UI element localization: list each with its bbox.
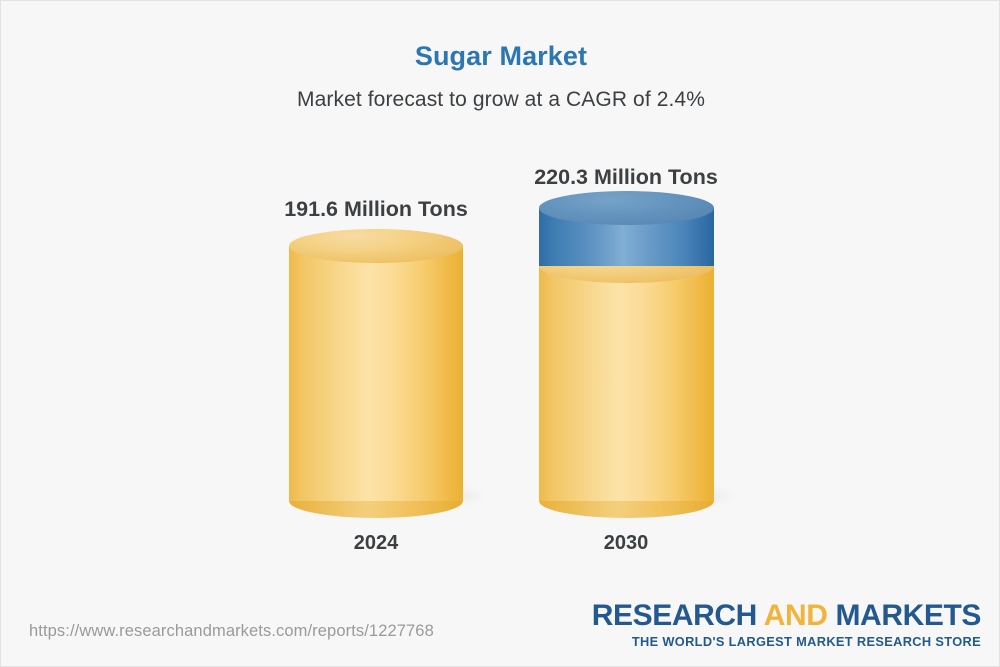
category-label-2030: 2030 [603,532,649,554]
brand-logo[interactable]: RESEARCH AND MARKETS THE WORLD'S LARGEST… [591,599,982,649]
page-title: Sugar Market [414,41,588,71]
cylinder-top-ellipse [289,229,463,263]
source-url[interactable]: https://www.researchandmarkets.com/repor… [29,622,434,640]
value-label-2024: 191.6 Million Tons [284,197,468,221]
cylinder-body [289,246,463,501]
bar-2024[interactable] [289,229,483,518]
logo-word-research: RESEARCH [591,599,764,632]
category-label-2024: 2024 [353,532,399,554]
chart-subtitle: Market forecast to grow at a CAGR of 2.4… [297,88,705,111]
cylinder-top-ellipse [539,191,714,225]
cylinder-body [539,266,714,501]
bar-segment-growth-2030 [539,191,714,266]
logo-tagline: THE WORLD'S LARGEST MARKET RESEARCH STOR… [631,634,981,649]
bar-segment-base-2024 [289,229,463,518]
logo-word-and: AND [763,599,836,632]
bar-segment-base-2030 [539,249,714,518]
value-label-2030: 220.3 Million Tons [534,165,718,189]
bar-2030[interactable] [539,191,733,518]
logo-word-markets: MARKETS [835,599,981,632]
logo-wordmark: RESEARCH AND MARKETS [591,599,982,632]
plot-area: 191.6 Million Tons 2024 220.3 Million To… [1,1,999,601]
